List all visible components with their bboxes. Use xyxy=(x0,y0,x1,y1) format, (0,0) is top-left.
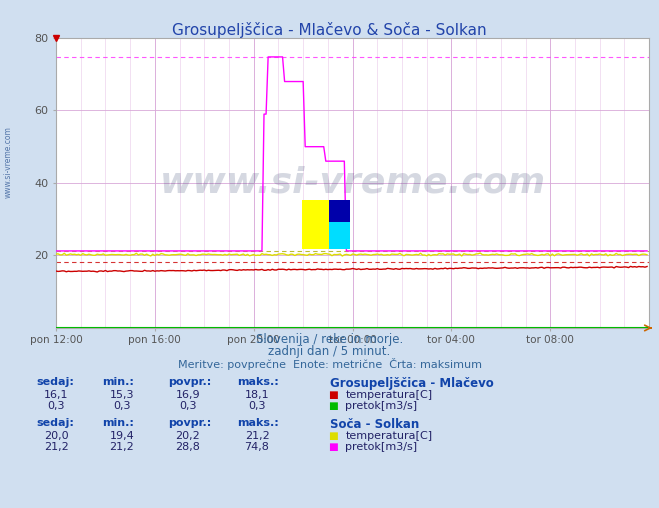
Text: ■: ■ xyxy=(328,390,338,400)
Text: 20,0: 20,0 xyxy=(43,431,69,441)
Bar xyxy=(302,200,329,249)
Text: ■: ■ xyxy=(328,442,338,452)
Text: min.:: min.: xyxy=(102,377,134,387)
Text: sedaj:: sedaj: xyxy=(36,418,74,428)
Text: 21,2: 21,2 xyxy=(43,442,69,452)
Text: povpr.:: povpr.: xyxy=(168,377,212,387)
Text: maks.:: maks.: xyxy=(237,377,279,387)
Text: zadnji dan / 5 minut.: zadnji dan / 5 minut. xyxy=(268,345,391,359)
Text: www.si-vreme.com: www.si-vreme.com xyxy=(159,166,546,200)
Text: sedaj:: sedaj: xyxy=(36,377,74,387)
Text: 19,4: 19,4 xyxy=(109,431,134,441)
Text: 20,2: 20,2 xyxy=(175,431,200,441)
Bar xyxy=(329,223,350,249)
Text: 21,2: 21,2 xyxy=(244,431,270,441)
Text: maks.:: maks.: xyxy=(237,418,279,428)
Text: 16,9: 16,9 xyxy=(175,390,200,400)
Text: Grosupeljščica - Mlačevo & Soča - Solkan: Grosupeljščica - Mlačevo & Soča - Solkan xyxy=(172,22,487,38)
Text: 0,3: 0,3 xyxy=(47,401,65,411)
Bar xyxy=(329,200,350,223)
Text: pretok[m3/s]: pretok[m3/s] xyxy=(345,442,417,452)
Text: 18,1: 18,1 xyxy=(244,390,270,400)
Text: min.:: min.: xyxy=(102,418,134,428)
Text: 16,1: 16,1 xyxy=(43,390,69,400)
Text: 0,3: 0,3 xyxy=(179,401,196,411)
Text: 0,3: 0,3 xyxy=(248,401,266,411)
Text: 28,8: 28,8 xyxy=(175,442,200,452)
Text: Grosupeljščica - Mlačevo: Grosupeljščica - Mlačevo xyxy=(330,377,493,390)
Text: pretok[m3/s]: pretok[m3/s] xyxy=(345,401,417,411)
Text: temperatura[C]: temperatura[C] xyxy=(345,390,432,400)
Text: www.si-vreme.com: www.si-vreme.com xyxy=(4,126,13,199)
Text: Soča - Solkan: Soča - Solkan xyxy=(330,418,418,431)
Text: ■: ■ xyxy=(328,431,338,441)
Text: 15,3: 15,3 xyxy=(109,390,134,400)
Text: povpr.:: povpr.: xyxy=(168,418,212,428)
Text: Meritve: povprečne  Enote: metrične  Črta: maksimum: Meritve: povprečne Enote: metrične Črta:… xyxy=(177,358,482,370)
Text: Slovenija / reke in morje.: Slovenija / reke in morje. xyxy=(256,333,403,346)
Text: ■: ■ xyxy=(328,401,338,411)
Text: 74,8: 74,8 xyxy=(244,442,270,452)
Text: 0,3: 0,3 xyxy=(113,401,130,411)
Text: temperatura[C]: temperatura[C] xyxy=(345,431,432,441)
Text: 21,2: 21,2 xyxy=(109,442,134,452)
